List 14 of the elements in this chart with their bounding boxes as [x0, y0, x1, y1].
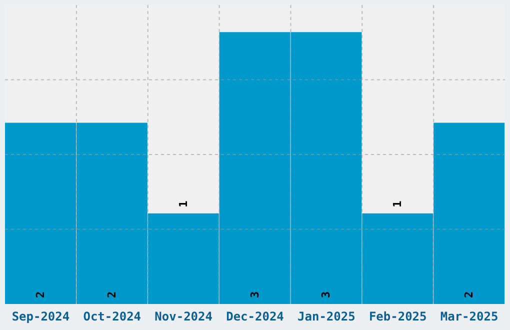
- data-label: 2: [105, 291, 118, 298]
- data-label: 3: [248, 291, 262, 298]
- x-tick-label: Nov-2024: [154, 310, 212, 324]
- x-tick-label: Feb-2025: [368, 310, 427, 324]
- x-tick-label: Sep-2024: [12, 310, 70, 324]
- x-tick-label: Mar-2025: [440, 310, 498, 324]
- data-label: 2: [462, 291, 476, 298]
- data-label: 1: [176, 200, 190, 208]
- data-label: 1: [391, 200, 404, 208]
- x-tick-label: Oct-2024: [83, 310, 142, 324]
- x-tick-label: Dec-2024: [226, 310, 284, 324]
- data-label: 2: [34, 291, 47, 298]
- data-label: 3: [320, 291, 333, 298]
- x-tick-label: Jan-2025: [298, 310, 356, 324]
